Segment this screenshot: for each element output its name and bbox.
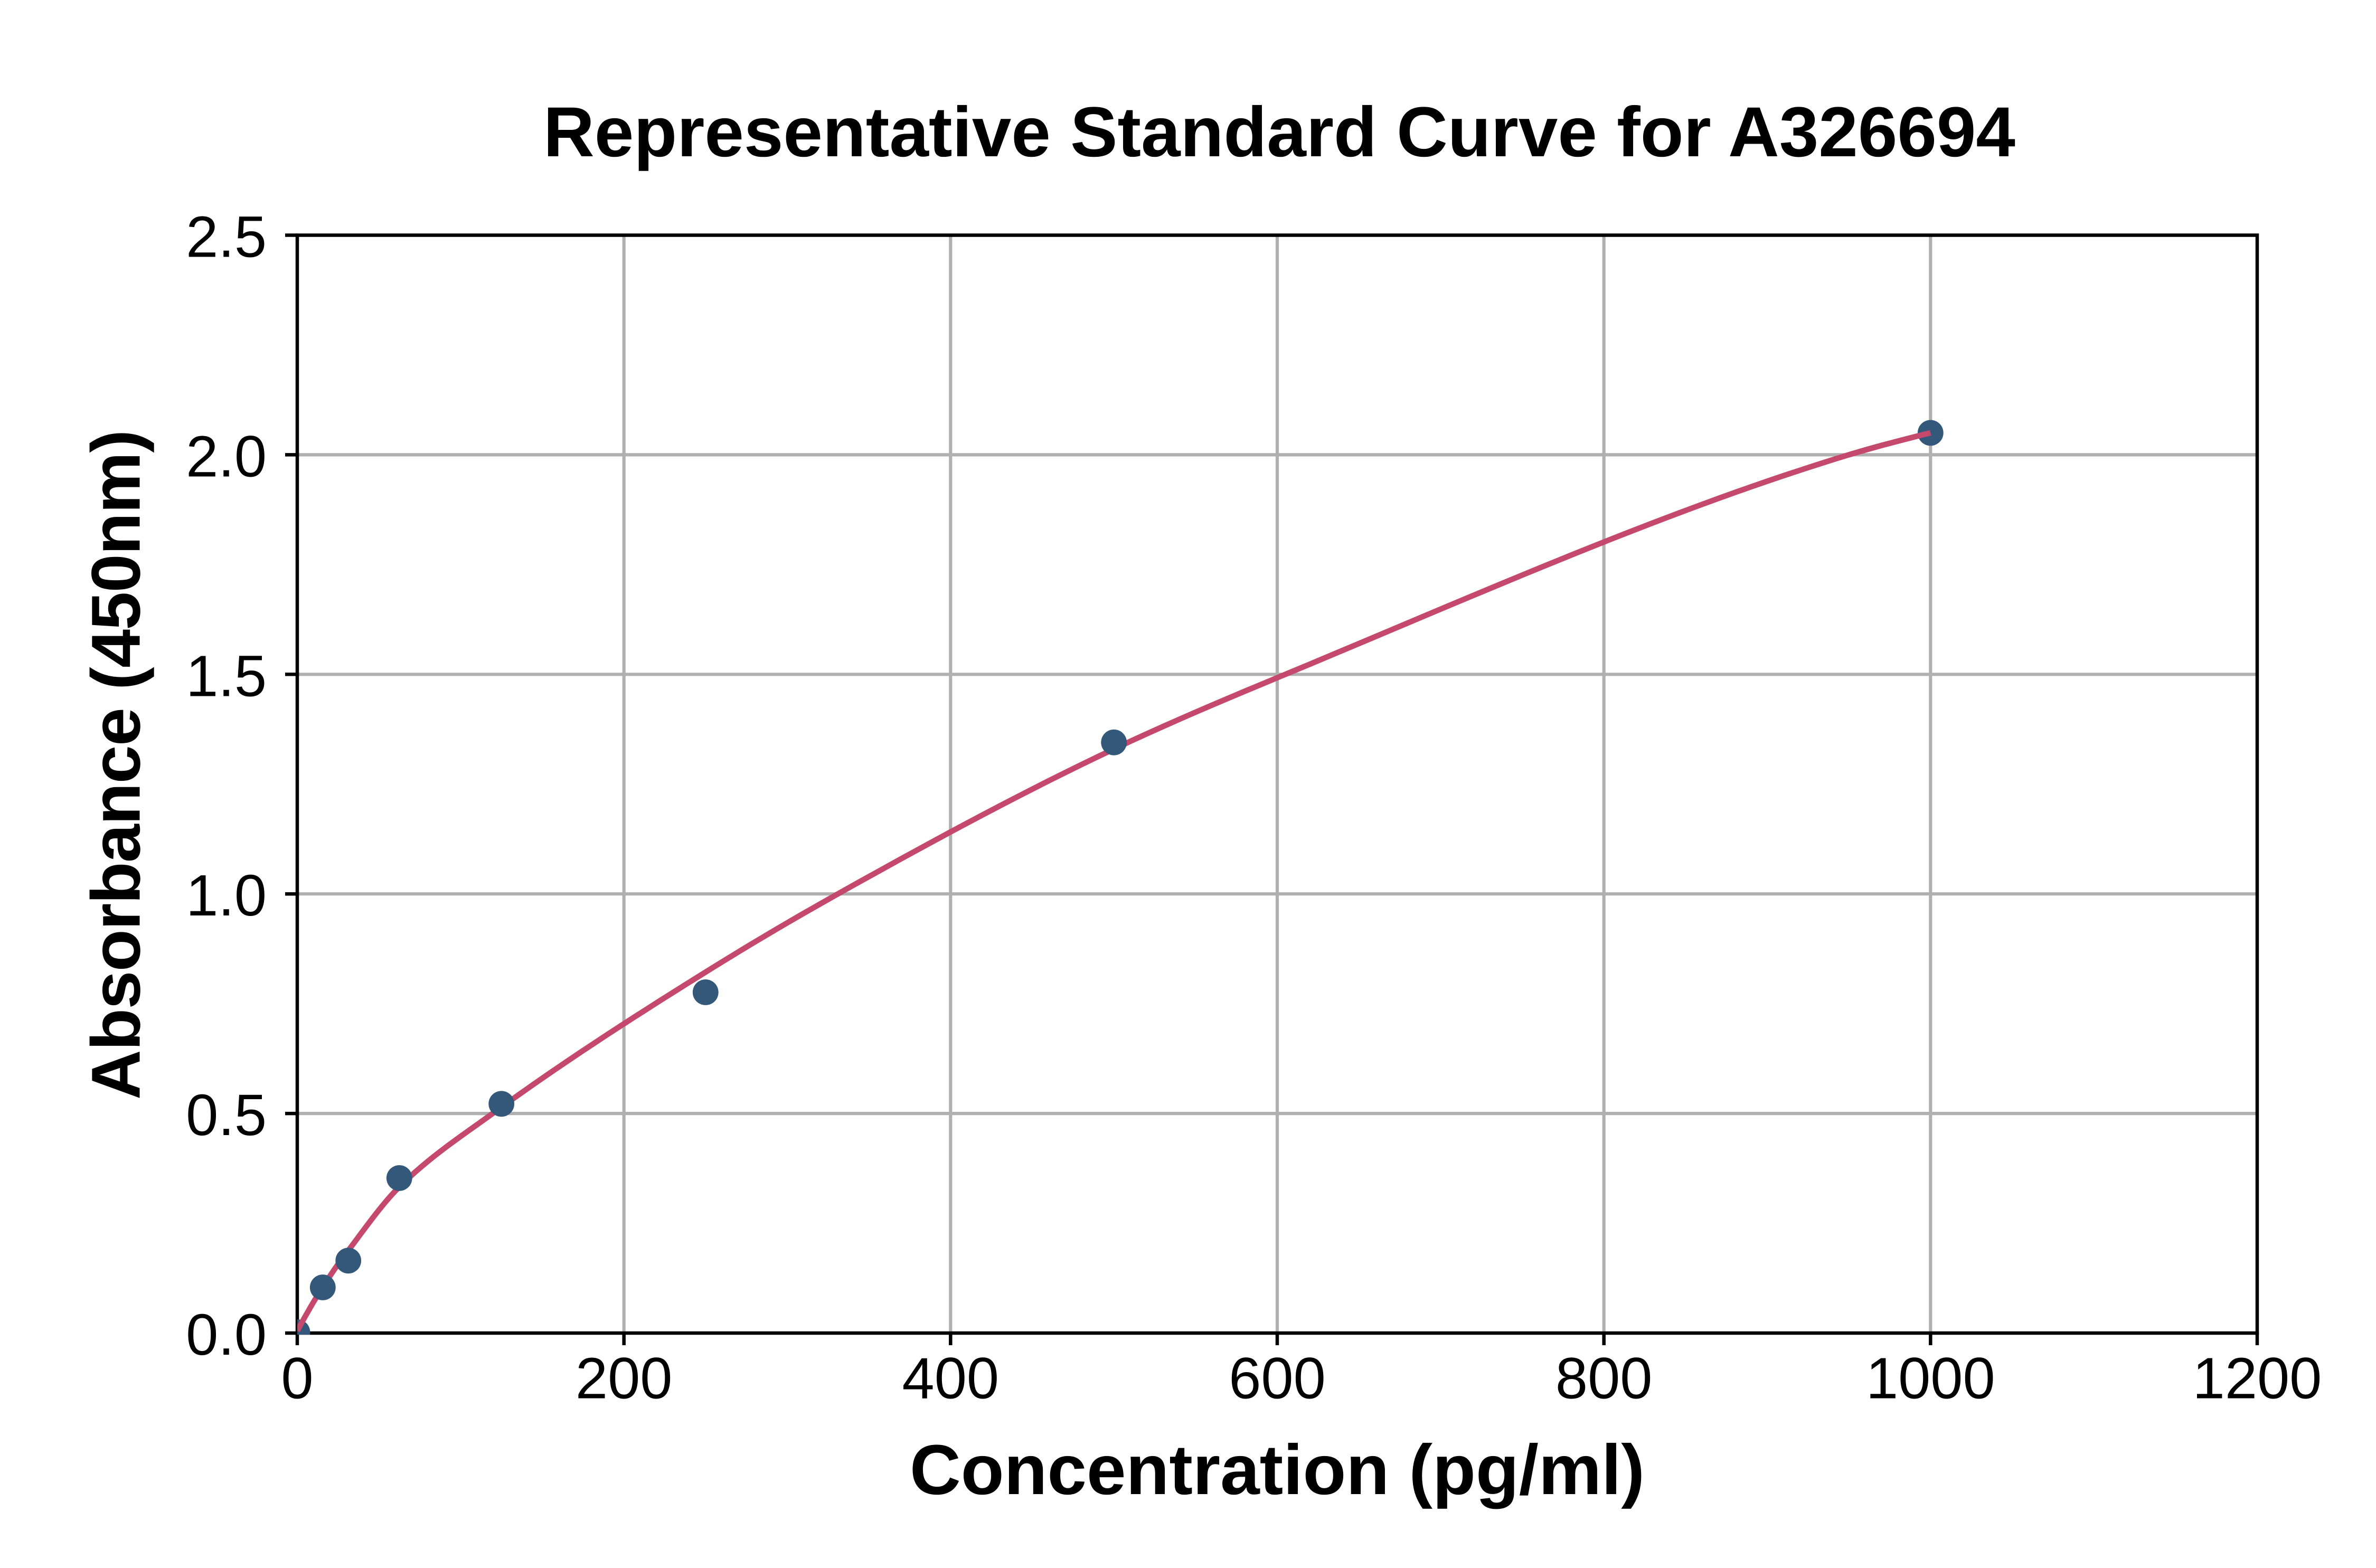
svg-text:0: 0 xyxy=(281,1346,313,1411)
svg-text:400: 400 xyxy=(902,1346,1000,1411)
svg-text:1.0: 1.0 xyxy=(186,863,267,928)
svg-text:200: 200 xyxy=(576,1346,673,1411)
svg-text:Absorbance (450nm): Absorbance (450nm) xyxy=(77,430,155,1100)
svg-text:Concentration (pg/ml): Concentration (pg/ml) xyxy=(910,1431,1645,1509)
svg-text:2.5: 2.5 xyxy=(186,205,267,270)
svg-text:600: 600 xyxy=(1229,1346,1326,1411)
svg-text:1.5: 1.5 xyxy=(186,644,267,709)
svg-text:1000: 1000 xyxy=(1866,1346,1995,1411)
svg-text:Representative Standard Curve: Representative Standard Curve for A32669… xyxy=(543,93,2015,172)
svg-text:2.0: 2.0 xyxy=(186,424,267,489)
svg-text:1200: 1200 xyxy=(2193,1346,2322,1411)
svg-text:0.5: 0.5 xyxy=(186,1083,267,1148)
svg-text:800: 800 xyxy=(1555,1346,1653,1411)
svg-text:0.0: 0.0 xyxy=(186,1302,267,1367)
